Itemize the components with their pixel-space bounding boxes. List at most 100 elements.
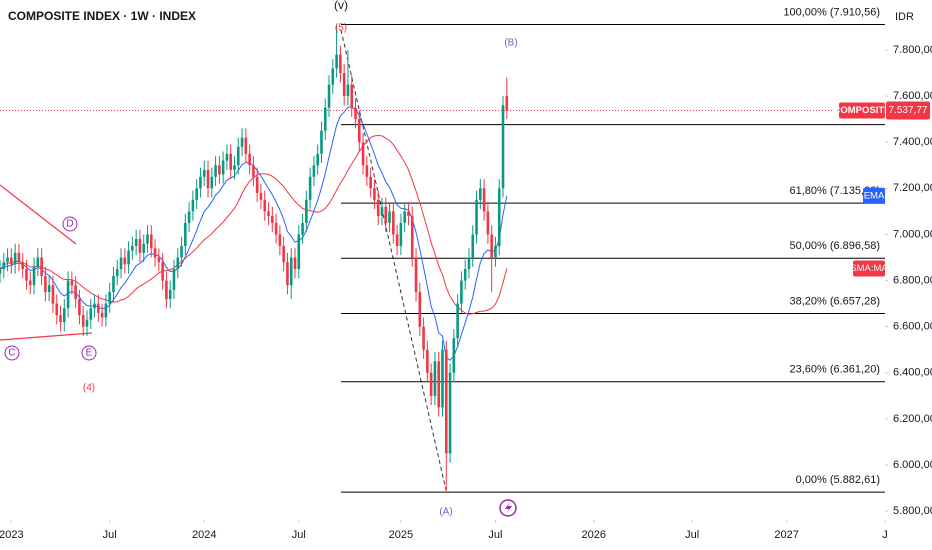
candle-body [395,234,399,246]
candle-body [490,234,493,258]
fib-label: 61,80% (7.135,88) [789,185,880,197]
candle-body [350,84,354,108]
indicator-tag: EMA [864,190,885,201]
candle-body [327,84,331,108]
currency[interactable]: IDR [895,11,914,23]
candle-body [221,160,225,175]
y-tick-label: 6.800,00 [893,274,932,286]
candle-body [369,176,372,189]
candle-body [316,153,319,166]
candle-body [267,211,270,217]
candle-body [399,222,403,246]
candle-body [233,165,236,170]
indicator-tag-bg [863,187,885,204]
x-tick-label: 2024 [192,529,216,541]
candle-body [259,192,263,200]
fib-label: 50,00% (6.896,58) [789,240,880,252]
candle-body [93,303,96,309]
y-tick-label: 6.000,00 [893,459,932,471]
y-tick-label: 7.200,00 [893,182,932,194]
wave-label: E [86,348,93,359]
wave-circle [4,345,20,361]
candle-body [78,299,81,316]
candle-body [13,252,17,265]
candle-body [146,234,149,244]
candle-body [248,153,251,166]
candle-body [278,234,282,246]
candle-body [47,285,51,293]
y-tick-label: 5.800,00 [893,505,932,517]
candle-body [418,292,422,327]
candle-body [320,130,323,154]
candle-body [225,153,229,161]
candle-body [380,206,384,217]
candle-body [81,315,85,327]
candle-body [119,257,123,270]
candle-body [346,84,350,97]
candle-body [357,119,361,143]
candle-body [312,165,316,177]
candle-body [25,269,28,281]
candle-body [335,54,338,69]
candle-body [6,257,9,263]
candle-body [62,308,66,323]
candle-body [149,234,153,249]
candle-body [339,54,342,74]
candle-body [180,245,183,258]
x-tick-label: 2025 [389,529,413,541]
candle-body [444,349,448,454]
candle-body [448,372,452,454]
candle-body [218,165,221,175]
candle-body [471,234,475,258]
candle-body [282,245,285,263]
candle-body [323,107,327,131]
candle-body [361,142,365,166]
fib-label: 100,00% (7.910,56) [783,6,880,18]
candle-body [184,222,187,246]
price-tag: 7.537,77 [889,105,928,116]
candle-body [199,176,202,189]
candle-body [127,250,130,265]
candle-body [36,257,40,267]
wave-circle [81,345,97,361]
candle-body [460,280,463,304]
x-tick-label: Jul [103,529,117,541]
wave-label: (v) [334,0,348,12]
candle-body [44,275,47,293]
candle-body [384,206,388,223]
candle-body [131,245,134,251]
candle-body [161,262,164,281]
fib-label: 23,60% (6.361,20) [789,364,880,376]
candle-body [365,165,369,177]
candle-body [354,107,357,120]
trend-line [0,332,93,341]
chart-title: COMPOSITE INDEX · 1W · INDEX [8,9,196,23]
wave-circle [62,216,78,232]
candle-body [433,361,437,396]
wave-label: (B) [504,38,517,49]
x-tick-label: Jul [685,529,699,541]
price-tag-name: COMPOSITE [833,105,890,116]
event-icon-bolt [505,502,512,514]
candle-body [301,222,304,235]
y-tick-label: 7.000,00 [893,228,932,240]
wave-label: D [66,219,73,230]
candle-body [482,188,486,212]
y-tick-label: 6.200,00 [893,413,932,425]
candle-body [479,188,482,200]
candle-body [297,234,301,270]
candle-body [252,165,255,177]
candle-body [2,262,6,270]
candle-body [467,257,471,270]
candle-body [115,269,119,276]
candle-body [255,176,259,193]
candle-body [342,73,346,97]
candle-body [331,68,335,85]
candle-body [104,303,108,318]
x-tick-label: J [882,529,888,541]
candle-body [191,199,195,212]
candle-body [263,199,267,212]
candle-body [51,285,55,304]
price-tag-name-bg [839,102,885,119]
